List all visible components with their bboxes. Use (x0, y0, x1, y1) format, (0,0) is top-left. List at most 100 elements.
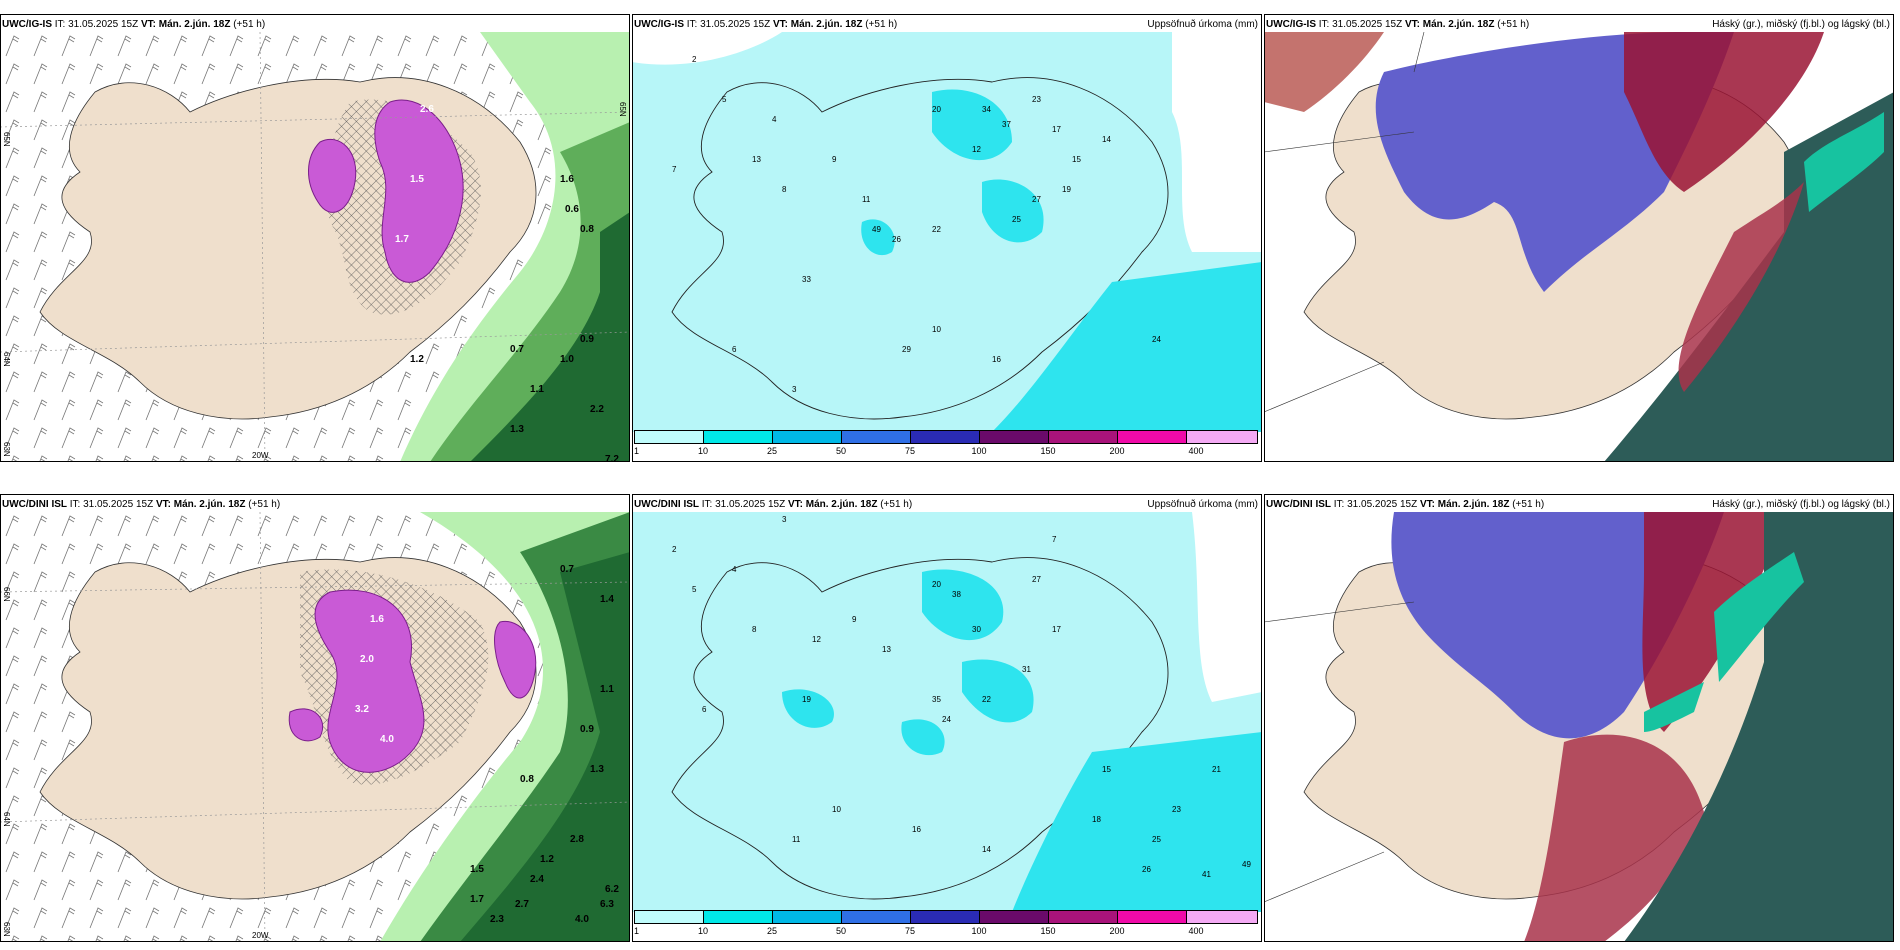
magenta-precip-2 (308, 138, 357, 213)
colorbar-tick: 75 (904, 446, 916, 456)
colorbar-swatch (841, 430, 911, 444)
colorbar-swatch (1117, 430, 1187, 444)
colorbar-tick: 100 (971, 446, 987, 456)
value-label: 38 (952, 590, 961, 599)
colorbar-tick: 25 (766, 926, 778, 936)
lat-label-right: 65N (618, 102, 627, 117)
lat-label: 64N (2, 812, 11, 827)
precip-values: 2.6 1.5 1.7 1.2 0.7 0.9 1.0 1.1 1.3 0.8 … (395, 104, 619, 462)
value-label: 0.8 (580, 224, 594, 235)
colorbar-swatch (1117, 910, 1187, 924)
colorbar-swatch (703, 430, 773, 444)
value-label: 15 (1102, 765, 1111, 774)
value-label: 16 (992, 355, 1001, 364)
model-name: UWC/IG-IS (2, 19, 52, 30)
panel-header: UWC/IG-IS IT: 31.05.2025 15Z VT: Mán. 2.… (1266, 18, 1890, 32)
it-label: IT: (686, 19, 698, 30)
value-label: 20 (932, 105, 941, 114)
value-label: 16 (912, 825, 921, 834)
lead-time: (+51 h) (865, 19, 898, 30)
model-name: UWC/IG-IS (634, 19, 684, 30)
colorbar-swatch (772, 910, 842, 924)
it-value: 31.05.2025 15Z (68, 19, 139, 30)
value-label: 35 (932, 695, 941, 704)
lat-label: 64N (2, 352, 11, 367)
iceland-outline (671, 77, 1169, 420)
value-label: 4 (772, 115, 777, 124)
value-label: 19 (802, 695, 811, 704)
value-label: 1.6 (370, 614, 384, 625)
colorbar-tick: 200 (1109, 446, 1125, 456)
cyan-precip-5 (901, 719, 945, 756)
value-label: 1.6 (560, 174, 574, 185)
colorbar-swatch (1186, 430, 1258, 444)
value-label: 1.5 (470, 864, 484, 875)
lon-label: 20W (252, 931, 269, 940)
value-label: 4.0 (380, 734, 394, 745)
teal-band (1804, 112, 1884, 212)
it-value: 31.05.2025 15Z (83, 499, 154, 510)
colorbar-tick: 150 (1040, 926, 1056, 936)
value-label: 25 (1012, 215, 1021, 224)
value-label: 1.5 (410, 174, 424, 185)
cyan-precip-3 (1012, 732, 1262, 912)
it-value: 31.05.2025 15Z (1347, 499, 1418, 510)
map-accum-precip: 3 2 5 4 7 8 6 12 9 13 20 30 38 27 17 31 … (632, 512, 1262, 912)
panel-header: UWC/IG-IS IT: 31.05.2025 15Z VT: Mán. 2.… (2, 18, 626, 32)
panel-clouds-dini: UWC/DINI ISL IT: 31.05.2025 15Z VT: Mán.… (1264, 494, 1894, 942)
vt-label: VT: (772, 19, 788, 30)
value-label: 4 (732, 565, 737, 574)
colorbar-swatch (634, 430, 704, 444)
panel-header: UWC/IG-IS IT: 31.05.2025 15Z VT: Mán. 2.… (634, 18, 1258, 32)
model-name: UWC/DINI ISL (634, 499, 699, 510)
value-label: 34 (982, 105, 991, 114)
panel-accum-precip-ig: UWC/IG-IS IT: 31.05.2025 15Z VT: Mán. 2.… (632, 14, 1262, 462)
cyan-precip-1 (932, 89, 1012, 161)
precip-values: 0.7 1.4 1.6 2.0 3.2 4.0 1.3 0.9 1.1 2.8 … (355, 564, 619, 925)
value-label: 1.1 (600, 684, 614, 695)
colorbar-tick: 150 (1040, 446, 1056, 456)
value-label: 17 (1052, 125, 1061, 134)
value-label: 49 (872, 225, 881, 234)
cyan-precip-3 (992, 262, 1262, 432)
value-label: 33 (802, 275, 811, 284)
value-label: 23 (1032, 95, 1041, 104)
colorbar-swatch (1048, 430, 1118, 444)
value-label: 1.7 (470, 894, 484, 905)
value-label: 37 (1002, 120, 1011, 129)
magenta-precip (314, 589, 425, 773)
teal-band (1714, 552, 1804, 682)
mid-cloud-red-west (1264, 32, 1384, 112)
value-label: 21 (1212, 765, 1221, 774)
vt-label: VT: (140, 19, 156, 30)
value-label: 15 (1072, 155, 1081, 164)
value-label: 26 (892, 235, 901, 244)
vt-value: Mán. 2.jún. 18Z (1422, 19, 1495, 30)
value-label: 24 (1152, 335, 1161, 344)
teal-band-2 (1644, 682, 1704, 732)
it-value: 31.05.2025 15Z (715, 499, 786, 510)
panel-precip-wind-ig: UWC/IG-IS IT: 31.05.2025 15Z VT: Mán. 2.… (0, 14, 630, 462)
value-label: 1.2 (540, 854, 554, 865)
panel-header: UWC/DINI ISL IT: 31.05.2025 15Z VT: Mán.… (2, 498, 626, 512)
colorbar-tick: 1 (634, 926, 640, 936)
value-label: 1.0 (560, 354, 574, 365)
value-label: 10 (932, 325, 941, 334)
cyan-precip-2 (982, 179, 1044, 243)
it-label: IT: (1318, 19, 1330, 30)
vt-label: VT: (787, 499, 803, 510)
value-label: 13 (752, 155, 761, 164)
colorbar-swatch (1048, 910, 1118, 924)
value-label: 24 (942, 715, 951, 724)
value-label: 22 (932, 225, 941, 234)
colorbar-tick: 50 (835, 926, 847, 936)
cyan-precip-4 (861, 219, 895, 256)
value-label: 5 (722, 95, 727, 104)
colorbar-tick: 200 (1109, 926, 1125, 936)
value-label: 6.2 (605, 884, 619, 895)
value-label: 1.3 (590, 764, 604, 775)
value-label: 19 (1062, 185, 1071, 194)
vt-label: VT: (155, 499, 171, 510)
value-label: 30 (972, 625, 981, 634)
value-label: 27 (1032, 575, 1041, 584)
